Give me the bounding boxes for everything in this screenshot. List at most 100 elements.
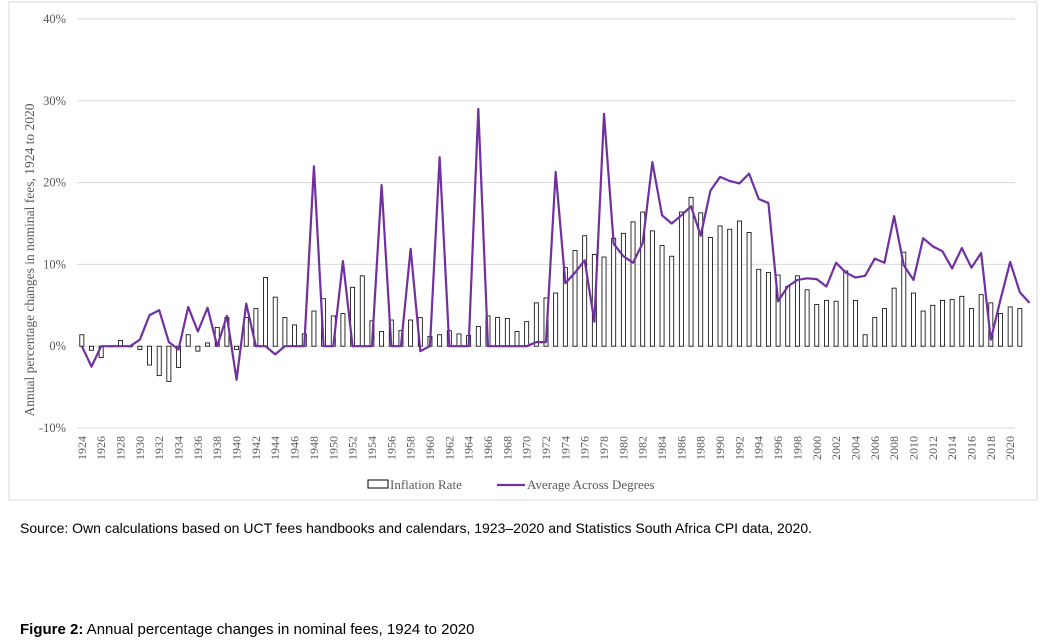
x-tick-label: 1980 xyxy=(616,436,630,460)
inflation-bar xyxy=(698,212,704,347)
inflation-bar xyxy=(456,333,462,347)
x-tick-label: 1952 xyxy=(346,436,360,460)
x-tick-label: 1976 xyxy=(578,436,592,460)
x-tick-label: 1996 xyxy=(771,436,785,460)
inflation-bar xyxy=(408,319,414,347)
x-tick-label: 2000 xyxy=(810,436,824,460)
x-tick-label: 1946 xyxy=(288,436,302,460)
inflation-bar xyxy=(79,334,85,347)
inflation-bar xyxy=(785,286,791,347)
inflation-bar xyxy=(379,331,385,347)
inflation-bar xyxy=(282,317,288,347)
x-tick-label: 2002 xyxy=(829,436,843,460)
inflation-bar xyxy=(156,345,162,377)
inflation-bar xyxy=(843,270,849,347)
x-tick-label: 2020 xyxy=(1003,436,1017,460)
x-tick-label: 1926 xyxy=(94,436,108,460)
inflation-bar xyxy=(137,345,143,350)
inflation-bar xyxy=(649,230,655,347)
inflation-bar xyxy=(620,232,626,347)
x-tick-label: 1944 xyxy=(268,436,282,460)
inflation-bar xyxy=(89,345,94,351)
x-tick-label: 1942 xyxy=(249,436,263,460)
legend-label-inflation: Inflation Rate xyxy=(390,477,462,492)
inflation-bar xyxy=(195,345,201,352)
inflation-bar xyxy=(853,299,858,347)
x-tick-label: 2004 xyxy=(848,436,862,460)
inflation-bar xyxy=(166,345,172,382)
inflation-bar xyxy=(882,308,887,347)
x-tick-label: 1972 xyxy=(539,436,553,460)
inflation-bar xyxy=(727,228,733,347)
inflation-bar xyxy=(736,220,742,347)
inflation-bar xyxy=(969,308,974,347)
inflation-bar xyxy=(978,294,984,347)
inflation-bar xyxy=(147,345,152,366)
x-tick-label: 1962 xyxy=(442,436,456,460)
x-tick-label: 1948 xyxy=(307,436,321,460)
inflation-bar xyxy=(659,245,665,347)
inflation-bar xyxy=(775,274,781,347)
inflation-bar xyxy=(746,232,752,347)
inflation-bar xyxy=(514,331,520,347)
x-tick-label: 2006 xyxy=(868,436,882,460)
x-tick-label: 1928 xyxy=(114,436,128,460)
x-tick-label: 1984 xyxy=(655,436,669,460)
y-tick-label: 20% xyxy=(43,176,66,190)
inflation-bar xyxy=(292,324,298,347)
inflation-bar xyxy=(359,275,365,347)
x-tick-label: 1934 xyxy=(172,436,186,460)
inflation-bar xyxy=(814,304,820,347)
inflation-bar xyxy=(833,300,839,347)
inflation-bar xyxy=(263,277,269,347)
x-tick-label: 1970 xyxy=(520,436,534,460)
source-note: Source: Own calculations based on UCT fe… xyxy=(20,520,813,536)
x-tick-label: 1986 xyxy=(674,436,688,460)
x-tick-label: 2014 xyxy=(945,436,959,460)
inflation-bar xyxy=(1007,306,1013,347)
x-tick-label: 1960 xyxy=(423,436,437,460)
inflation-bar xyxy=(185,334,191,347)
inflation-bar xyxy=(243,317,249,347)
inflation-bar xyxy=(340,313,346,347)
inflation-bar xyxy=(524,321,530,347)
x-tick-label: 1982 xyxy=(636,436,650,460)
inflation-bar xyxy=(891,287,897,347)
inflation-bar xyxy=(717,225,723,347)
inflation-bar xyxy=(437,334,443,347)
x-tick-label: 1936 xyxy=(191,436,205,460)
x-tick-label: 1924 xyxy=(75,436,89,460)
y-tick-label: 0% xyxy=(49,339,66,353)
inflation-bar xyxy=(630,221,636,347)
inflation-bar xyxy=(553,292,559,347)
y-tick-label: 30% xyxy=(43,94,66,108)
x-tick-label: 1938 xyxy=(210,436,224,460)
chart: -10% 0% 10% 20% 30% 40% 1924 1926 1928 1930 1932 1… xyxy=(8,1,1038,501)
x-tick-label: 1988 xyxy=(694,436,708,460)
inflation-bar xyxy=(824,299,829,347)
x-tick-label: 1990 xyxy=(713,436,727,460)
inflation-bar xyxy=(669,255,675,347)
x-tick-label: 1932 xyxy=(152,436,166,460)
y-tick-label: 10% xyxy=(43,257,66,271)
x-tick-label: 2012 xyxy=(926,436,940,460)
chart-frame xyxy=(8,1,1038,501)
x-tick-label: 1950 xyxy=(326,436,340,460)
inflation-bar xyxy=(949,299,955,347)
inflation-bar xyxy=(862,334,868,347)
inflation-bar xyxy=(582,235,588,347)
inflation-bar xyxy=(959,295,965,347)
inflation-bar xyxy=(794,275,800,347)
x-tick-label: 1994 xyxy=(752,436,766,460)
average-across-degrees-line xyxy=(80,107,1031,381)
inflation-bar xyxy=(1017,308,1023,347)
legend-swatch-inflation xyxy=(367,479,389,489)
inflation-bar xyxy=(640,211,646,347)
inflation-bar xyxy=(311,310,317,347)
x-tick-label: 1930 xyxy=(133,436,147,460)
x-tick-label: 1974 xyxy=(558,436,572,460)
inflation-bar xyxy=(901,251,907,347)
inflation-bar xyxy=(872,317,878,347)
inflation-bar xyxy=(707,237,713,347)
x-tick-label: 1966 xyxy=(481,436,495,460)
